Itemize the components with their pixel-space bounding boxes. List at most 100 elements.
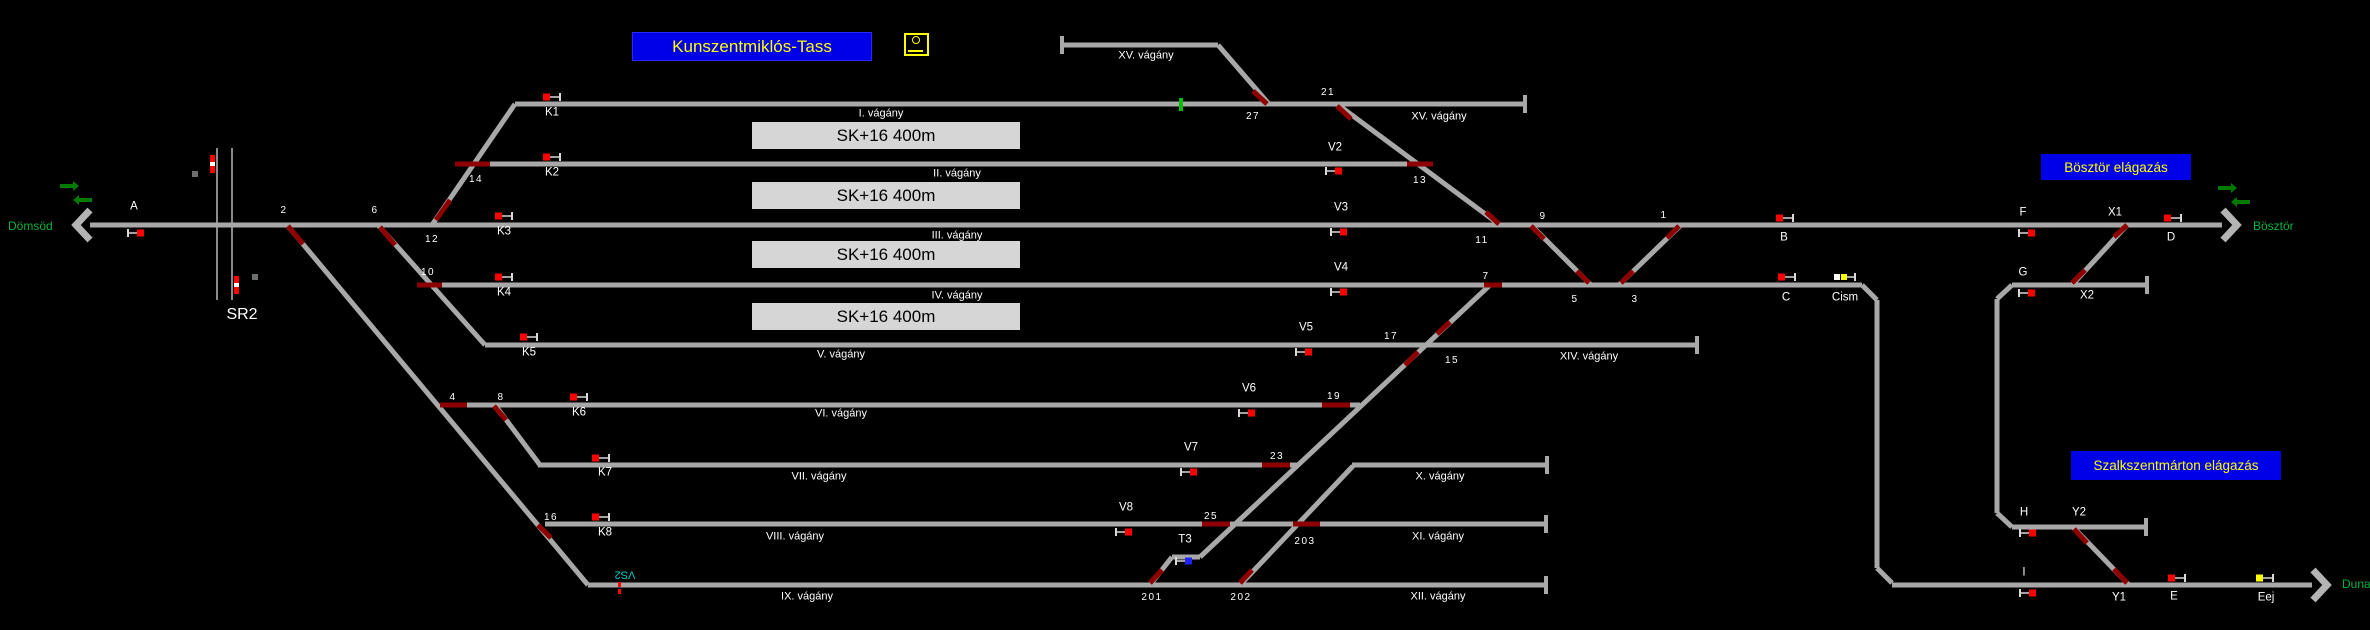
signal-G[interactable] xyxy=(2028,289,2035,297)
point-number-16[interactable]: 16 xyxy=(543,512,559,523)
track-segment[interactable] xyxy=(285,223,590,587)
signal-K3[interactable] xyxy=(495,212,502,220)
signal-Cism[interactable] xyxy=(1841,274,1847,280)
point-number-11[interactable]: 11 xyxy=(1475,235,1489,246)
signal-V5[interactable] xyxy=(1305,348,1312,356)
track-segment[interactable] xyxy=(1216,43,1271,106)
occupied-track-segment xyxy=(2072,527,2089,545)
point-number-203[interactable]: 203 xyxy=(1294,536,1316,547)
point-number-13[interactable]: 13 xyxy=(1412,175,1428,186)
route-arrow-head xyxy=(2231,183,2237,193)
signal-A[interactable] xyxy=(137,229,144,237)
point-number-15[interactable]: 15 xyxy=(1444,355,1460,366)
point-number-14[interactable]: 14 xyxy=(468,174,484,185)
point-number-5[interactable]: 5 xyxy=(1571,294,1579,305)
occupied-track-segment xyxy=(2070,268,2087,285)
signal-V8[interactable] xyxy=(1125,528,1132,536)
signal-label-Y1: Y1 xyxy=(2111,591,2127,604)
track-info-box[interactable]: SK+16 400m xyxy=(752,182,1020,209)
signal-D[interactable] xyxy=(2164,214,2171,222)
signal-V4[interactable] xyxy=(1340,288,1347,296)
track-segment[interactable] xyxy=(1995,283,2014,301)
signal-label-Cism: Cism xyxy=(1831,291,1859,304)
track-name-label: VI. vágány xyxy=(815,407,867,420)
track-segment[interactable] xyxy=(1860,283,1879,302)
point-number-10[interactable]: 10 xyxy=(420,267,436,278)
exit-arrow-duna xyxy=(2310,567,2332,603)
signal-K5[interactable] xyxy=(520,333,527,341)
signal-K4[interactable] xyxy=(495,273,502,281)
occupied-track-segment xyxy=(1619,269,1635,285)
signal-label-K7: K7 xyxy=(597,466,613,479)
point-number-19[interactable]: 19 xyxy=(1326,391,1342,402)
signal-C[interactable] xyxy=(1778,273,1785,281)
point-number-17[interactable]: 17 xyxy=(1383,331,1399,342)
signal-V6[interactable] xyxy=(1248,409,1255,417)
point-number-1[interactable]: 1 xyxy=(1660,210,1668,221)
track-info-box[interactable]: SK+16 400m xyxy=(752,241,1020,268)
signal-B[interactable] xyxy=(1776,214,1783,222)
signal-label-F: F xyxy=(2019,206,2027,219)
signal-K2[interactable] xyxy=(543,153,550,161)
signal-VS2[interactable] xyxy=(618,589,621,594)
signal-label-V6: V6 xyxy=(1241,382,1257,395)
signal-V7[interactable] xyxy=(1190,468,1197,476)
signal-label-K6: K6 xyxy=(571,406,587,419)
signal-K7[interactable] xyxy=(592,454,599,462)
occupied-track-segment xyxy=(536,523,553,540)
route-arrow-head xyxy=(73,181,79,191)
point-number-12[interactable]: 12 xyxy=(424,234,440,245)
track-name-label: XI. vágány xyxy=(1412,530,1464,543)
track-name-label: IV. vágány xyxy=(931,289,983,302)
point-number-6[interactable]: 6 xyxy=(371,205,379,216)
signal-V2[interactable] xyxy=(1335,167,1342,175)
point-number-23[interactable]: 23 xyxy=(1269,451,1285,462)
signal-label-V4: V4 xyxy=(1333,261,1349,274)
signal-E[interactable] xyxy=(2168,574,2175,582)
occupied-track-segment xyxy=(1403,350,1420,367)
crossing-sensor xyxy=(252,274,258,280)
point-number-27[interactable]: 27 xyxy=(1245,111,1261,122)
signal-T3[interactable] xyxy=(1185,557,1192,565)
track-segment[interactable] xyxy=(1995,511,2014,529)
signal-label-D: D xyxy=(2166,231,2176,244)
point-number-201[interactable]: 201 xyxy=(1141,592,1163,603)
exit-arrow-bosztor xyxy=(2220,207,2242,243)
occupied-track-segment xyxy=(1148,568,1164,585)
point-number-2[interactable]: 2 xyxy=(280,205,288,216)
track-info-box[interactable]: SK+16 400m xyxy=(752,303,1020,330)
signal-K1[interactable] xyxy=(543,93,550,101)
point-number-7[interactable]: 7 xyxy=(1482,271,1490,282)
occupied-track-segment xyxy=(2112,567,2129,585)
lamp-indicator-icon[interactable] xyxy=(904,33,929,56)
szalkszentmarton-elagazas-box: Szalkszentmárton elágazás xyxy=(2071,451,2281,480)
track-segment[interactable] xyxy=(1875,566,1894,585)
signal-label-K5: K5 xyxy=(521,346,537,359)
signal-K8[interactable] xyxy=(592,513,599,521)
track-name-label: II. vágány xyxy=(933,167,981,180)
track-name-label: IX. vágány xyxy=(781,590,833,603)
track-name-label: X. vágány xyxy=(1415,470,1465,483)
occupied-track-segment xyxy=(1529,224,1546,241)
signal-K6[interactable] xyxy=(570,393,577,401)
point-number-21[interactable]: 21 xyxy=(1320,87,1336,98)
point-number-9[interactable]: 9 xyxy=(1539,211,1547,222)
crossing-bar-gap xyxy=(234,283,239,287)
signal-H[interactable] xyxy=(2029,529,2036,537)
point-number-8[interactable]: 8 xyxy=(497,392,505,403)
signal-label-H: H xyxy=(2019,506,2029,519)
occupied-track-segment xyxy=(1665,224,1681,240)
signal-I[interactable] xyxy=(2029,589,2036,597)
signal-Eej[interactable] xyxy=(2256,574,2263,582)
point-number-4[interactable]: 4 xyxy=(449,392,457,403)
signal-F[interactable] xyxy=(2028,229,2035,237)
signal-label-E: E xyxy=(2170,590,2178,603)
signal-V3[interactable] xyxy=(1340,228,1347,236)
point-number-25[interactable]: 25 xyxy=(1203,511,1219,522)
track-info-box[interactable]: SK+16 400m xyxy=(752,122,1020,149)
signal-Cism[interactable] xyxy=(1834,274,1840,280)
point-number-202[interactable]: 202 xyxy=(1230,592,1252,603)
crossing-sensor xyxy=(192,171,198,177)
point-number-3[interactable]: 3 xyxy=(1631,294,1639,305)
signal-VS2[interactable] xyxy=(618,582,621,587)
